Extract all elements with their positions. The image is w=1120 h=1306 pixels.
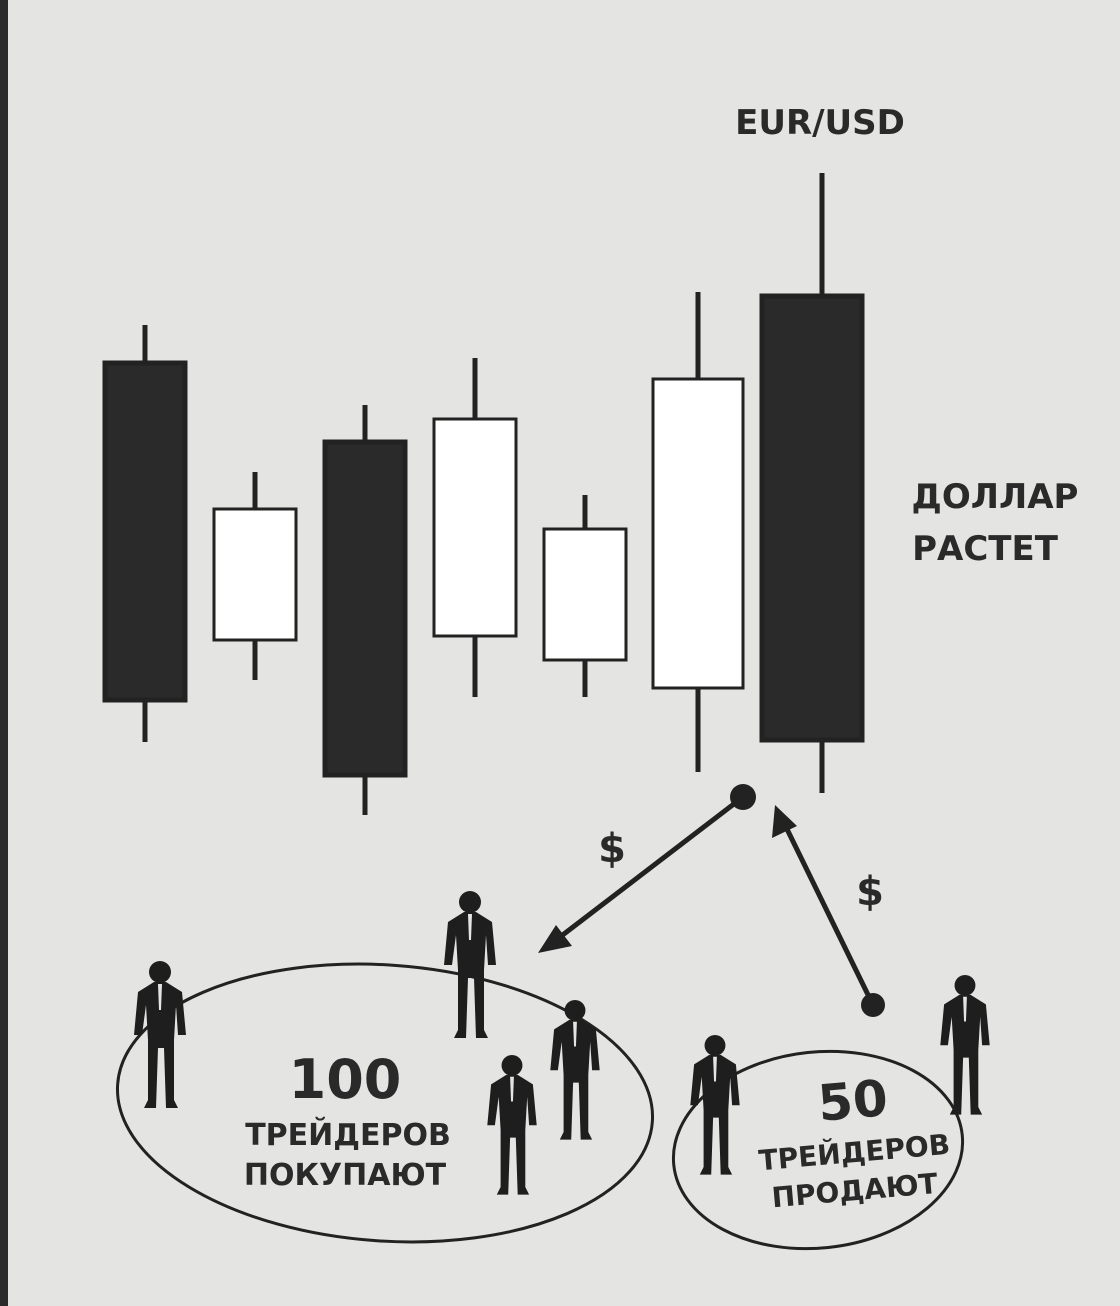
- group-caption: ПОКУПАЮТ: [244, 1158, 447, 1193]
- trend-label: РАСТЕТ: [912, 529, 1059, 569]
- buyers-circle: [115, 962, 655, 1244]
- sellers-circle: [671, 1049, 965, 1251]
- arrows: [538, 784, 885, 1017]
- group-count: 100: [289, 1048, 402, 1111]
- pair-label: EUR/USD: [735, 103, 905, 143]
- flow-label: $: [856, 869, 884, 915]
- trend-label: ДОЛЛАР: [912, 477, 1079, 517]
- candles: [102, 173, 865, 815]
- group-count: 50: [816, 1069, 890, 1133]
- page-edge: [0, 0, 8, 1306]
- flow-label: $: [598, 826, 626, 872]
- group-caption: ТРЕЙДЕРОВ: [245, 1117, 451, 1153]
